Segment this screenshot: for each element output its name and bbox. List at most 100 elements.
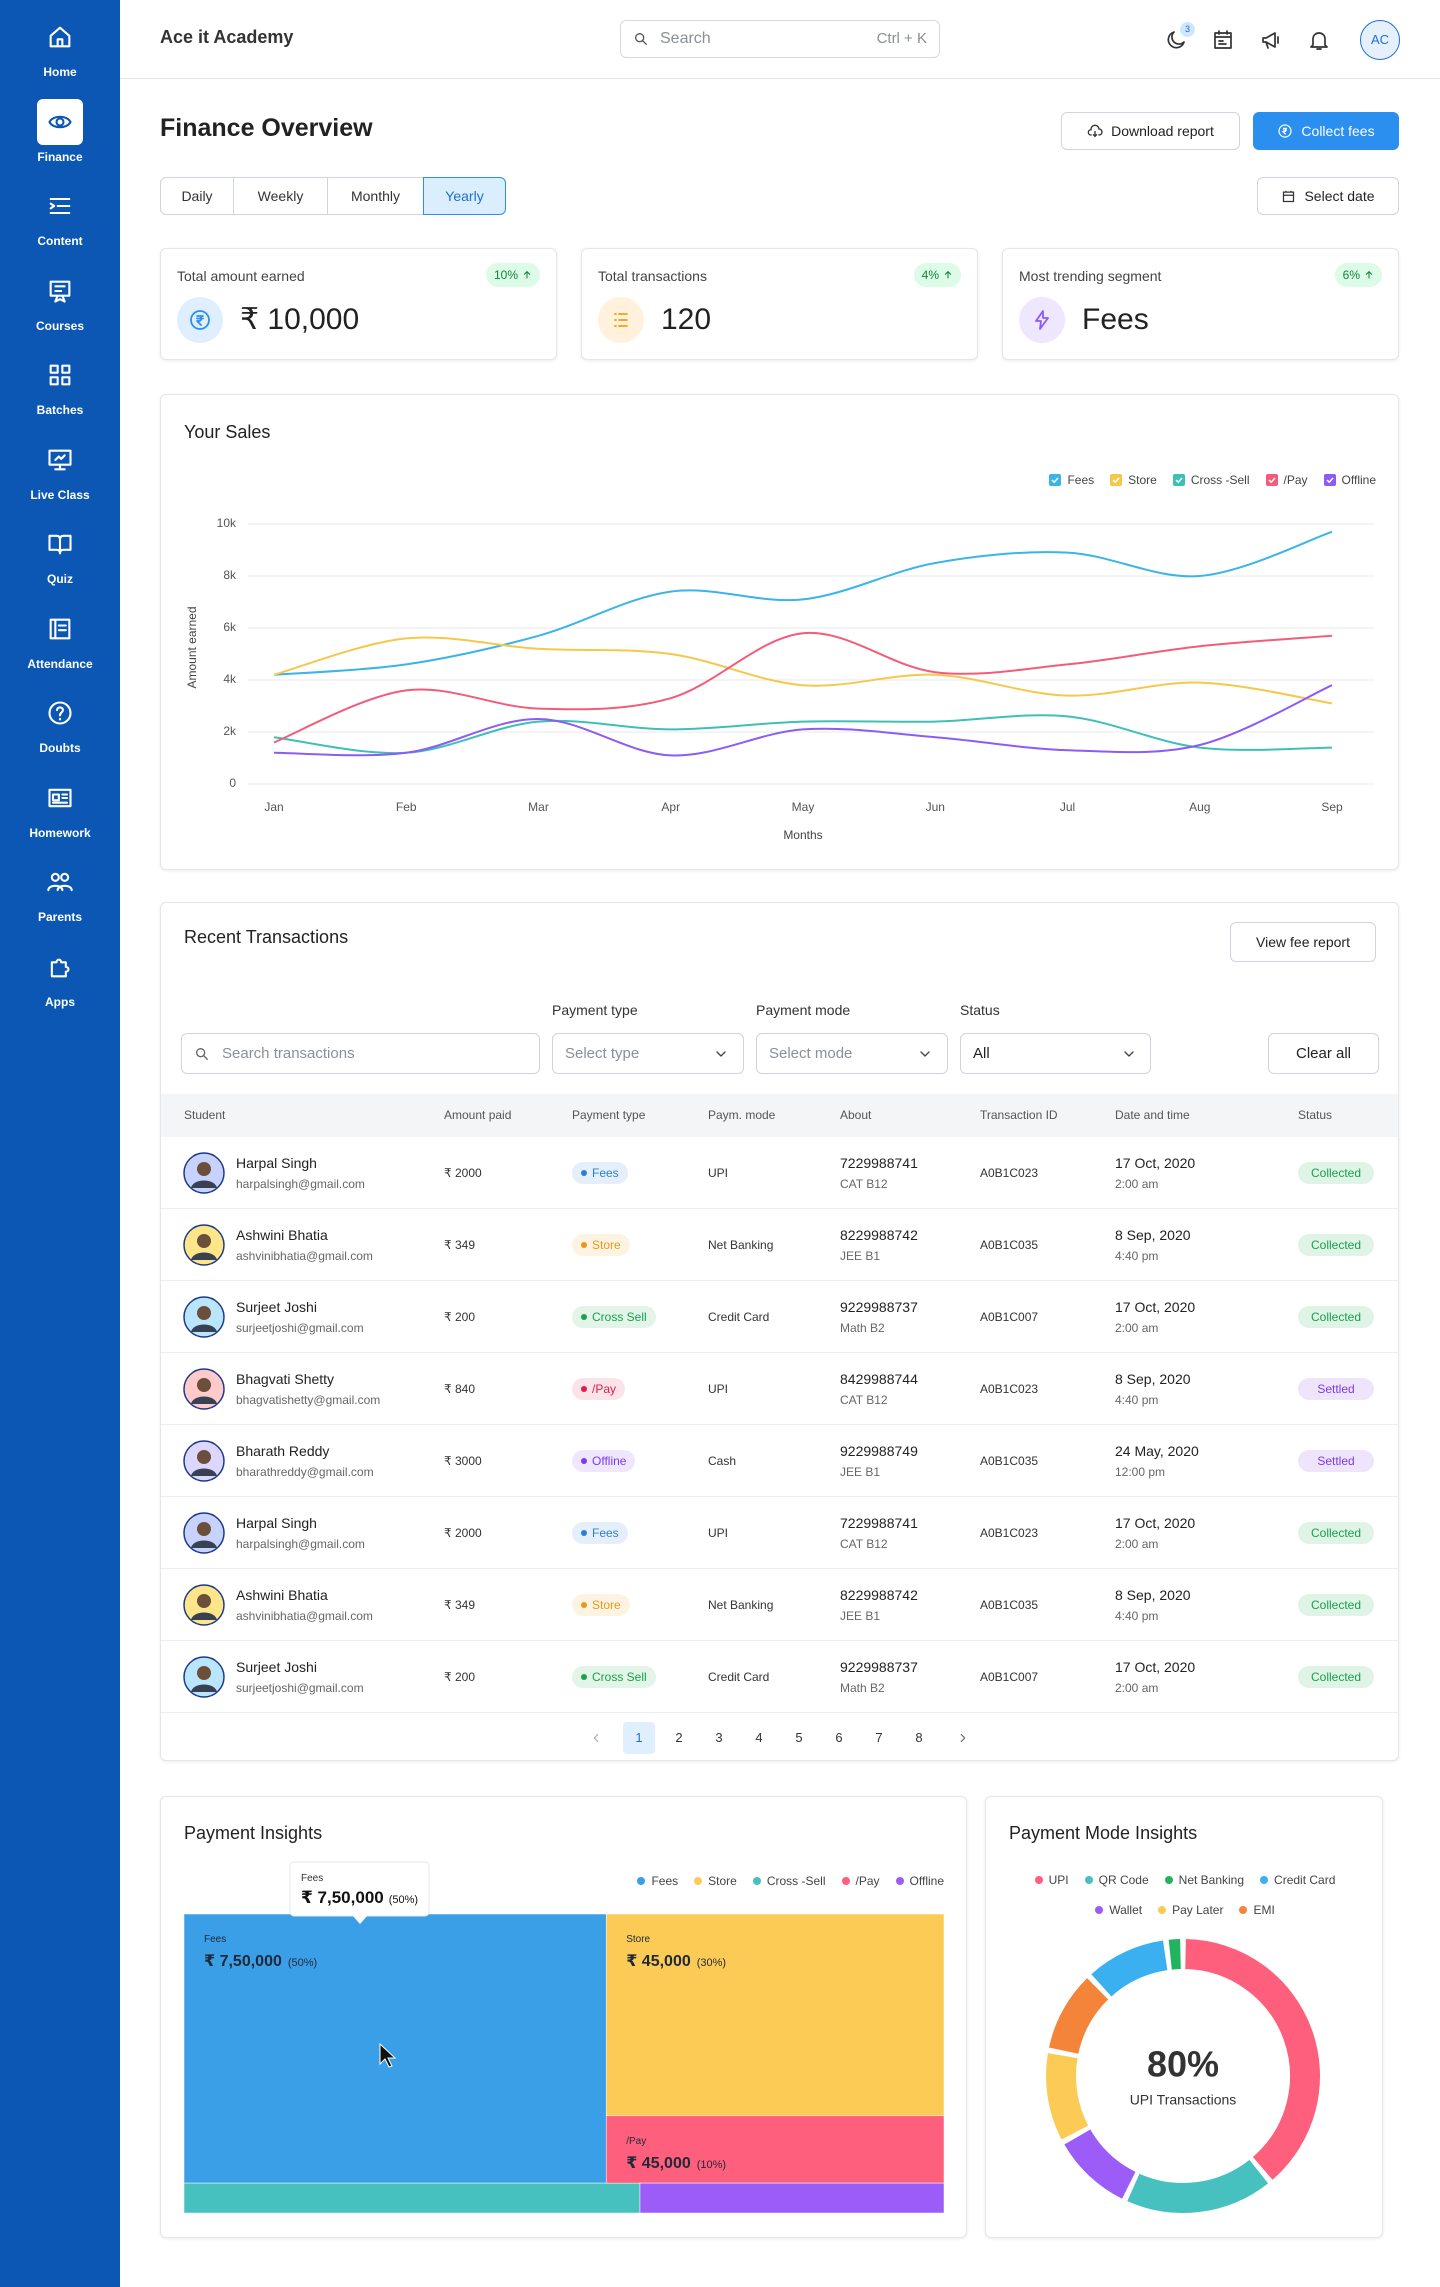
sidebar-label: Live Class <box>30 487 90 502</box>
search-box[interactable]: Search Ctrl + K <box>620 20 940 58</box>
download-button[interactable]: Download report <box>1061 112 1240 150</box>
period-tab[interactable]: Monthly <box>327 177 424 215</box>
page-next[interactable] <box>953 1722 973 1754</box>
legend-item: Cross -Sell <box>1172 473 1250 487</box>
sidebar-label: Finance <box>37 149 83 164</box>
status-tag: Settled <box>1298 1450 1374 1472</box>
legend-swatch <box>1034 1876 1043 1884</box>
icon-path <box>1214 30 1232 49</box>
report-button[interactable]: View fee report <box>1230 922 1376 962</box>
header-icon-button[interactable] <box>1211 28 1235 52</box>
stat-label: Total amount earned <box>177 268 305 284</box>
page-number[interactable]: 5 <box>795 1730 803 1745</box>
sidebar-item[interactable]: Homework <box>0 769 120 849</box>
avatar-head <box>197 1450 211 1464</box>
period-tab[interactable]: Daily <box>160 177 234 215</box>
status-tag: Collected <box>1298 1522 1374 1544</box>
page-number[interactable]: 4 <box>755 1730 763 1745</box>
stat-label: Most trending segment <box>1019 268 1162 284</box>
stat-value: ₹ 10,000 <box>240 303 360 336</box>
filter-select[interactable]: All <box>960 1033 1151 1074</box>
table-row <box>161 1497 1398 1569</box>
x-tick-label: Jul <box>1060 800 1075 814</box>
page-number[interactable]: 6 <box>835 1730 843 1745</box>
amount: ₹ 2000 <box>444 1526 482 1540</box>
sidebar-item[interactable]: Quiz <box>0 515 120 595</box>
icon-path <box>1124 1051 1134 1057</box>
avatar-head <box>197 1594 211 1608</box>
header-icon-button[interactable] <box>1164 28 1188 52</box>
transaction-id: A0B1C023 <box>980 1526 1039 1540</box>
legend-box <box>1323 474 1336 486</box>
icon <box>48 701 72 725</box>
legend-swatch <box>1110 474 1123 486</box>
batch: Math B2 <box>840 1681 885 1695</box>
sidebar-item[interactable]: Courses <box>0 262 120 342</box>
clear-button[interactable]: Clear all <box>1268 1033 1379 1074</box>
legend-label: Cross -Sell <box>1190 473 1250 487</box>
tag-dot <box>581 1170 587 1176</box>
icon <box>47 872 73 892</box>
date: 8 Sep, 2020 <box>1115 1587 1191 1603</box>
stat-change: 4% <box>913 263 961 287</box>
icon-path <box>1365 270 1373 279</box>
series-line <box>273 636 1333 705</box>
sidebar-item[interactable]: Parents <box>0 853 120 933</box>
header-icon-button[interactable] <box>1307 28 1331 52</box>
batch: CAT B12 <box>840 1177 888 1191</box>
student-email: harpalsingh@gmail.com <box>236 1177 365 1191</box>
legend-label: /Pay <box>855 1874 880 1888</box>
page-prev[interactable] <box>587 1722 607 1754</box>
icon <box>1167 31 1185 49</box>
search-transactions[interactable]: Search transactions <box>181 1033 540 1074</box>
filter-select[interactable]: Select type <box>552 1033 744 1074</box>
icon-path <box>49 618 71 639</box>
stat-card: Total transactions 4% 120 <box>581 248 978 360</box>
avatar-body <box>191 1540 217 1548</box>
payment-mode: UPI <box>708 1382 729 1396</box>
value-label: ₹ 7,50,000 <box>204 1953 282 1970</box>
donut-segment <box>1091 1940 1168 1997</box>
filter-select[interactable]: Select mode <box>756 1033 948 1074</box>
collect-button[interactable]: Collect fees <box>1253 112 1399 150</box>
page-number[interactable]: 1 <box>623 1722 655 1754</box>
time: 2:00 am <box>1115 1681 1159 1695</box>
time: 4:40 pm <box>1115 1393 1159 1407</box>
sidebar-item[interactable]: Finance <box>0 93 120 173</box>
tag-label: Fees <box>592 1526 619 1540</box>
page-number[interactable]: 3 <box>715 1730 723 1745</box>
sidebar-item[interactable]: Batches <box>0 346 120 426</box>
date: 17 Oct, 2020 <box>1115 1155 1196 1171</box>
sidebar-item[interactable]: Home <box>0 8 120 88</box>
sidebar-item[interactable]: Doubts <box>0 684 120 764</box>
icon-path <box>49 26 71 48</box>
avatar[interactable]: AC <box>1360 20 1400 60</box>
student-name: Bhagvati Shetty <box>236 1371 335 1387</box>
tag-dot <box>581 1314 587 1320</box>
sidebar-item[interactable]: Live Class <box>0 431 120 511</box>
icon <box>523 270 531 279</box>
sidebar-label: Quiz <box>47 572 73 586</box>
amount: ₹ 840 <box>444 1382 475 1396</box>
avatar-head <box>197 1666 211 1680</box>
header-icon-button[interactable] <box>1259 28 1283 52</box>
period-tab[interactable]: Yearly <box>423 177 506 215</box>
page-number[interactable]: 2 <box>675 1730 683 1745</box>
icon-path <box>196 1048 208 1060</box>
treemap-block <box>639 2182 945 2214</box>
tag-label: Cross Sell <box>592 1670 647 1684</box>
sidebar-item[interactable]: Attendance <box>0 600 120 680</box>
brand: Ace it Academy <box>160 27 294 47</box>
period-tab[interactable]: Weekly <box>233 177 328 215</box>
page-number[interactable]: 8 <box>915 1730 923 1745</box>
sidebar-item[interactable]: Content <box>0 177 120 257</box>
sidebar-label: Parents <box>37 910 83 924</box>
select-value: Select mode <box>769 1045 853 1062</box>
date-button[interactable]: Select date <box>1257 177 1399 215</box>
share-label: (50%) <box>288 1957 317 1969</box>
payment-mode-card: Payment Mode Insights UPI QR Code Net Banki… <box>985 1796 1383 2238</box>
stat-change: 6% <box>1334 263 1382 287</box>
page-number[interactable]: 7 <box>875 1730 883 1745</box>
sidebar-item[interactable]: Apps <box>0 938 120 1018</box>
legend-item: Cross -Sell <box>752 1874 826 1888</box>
